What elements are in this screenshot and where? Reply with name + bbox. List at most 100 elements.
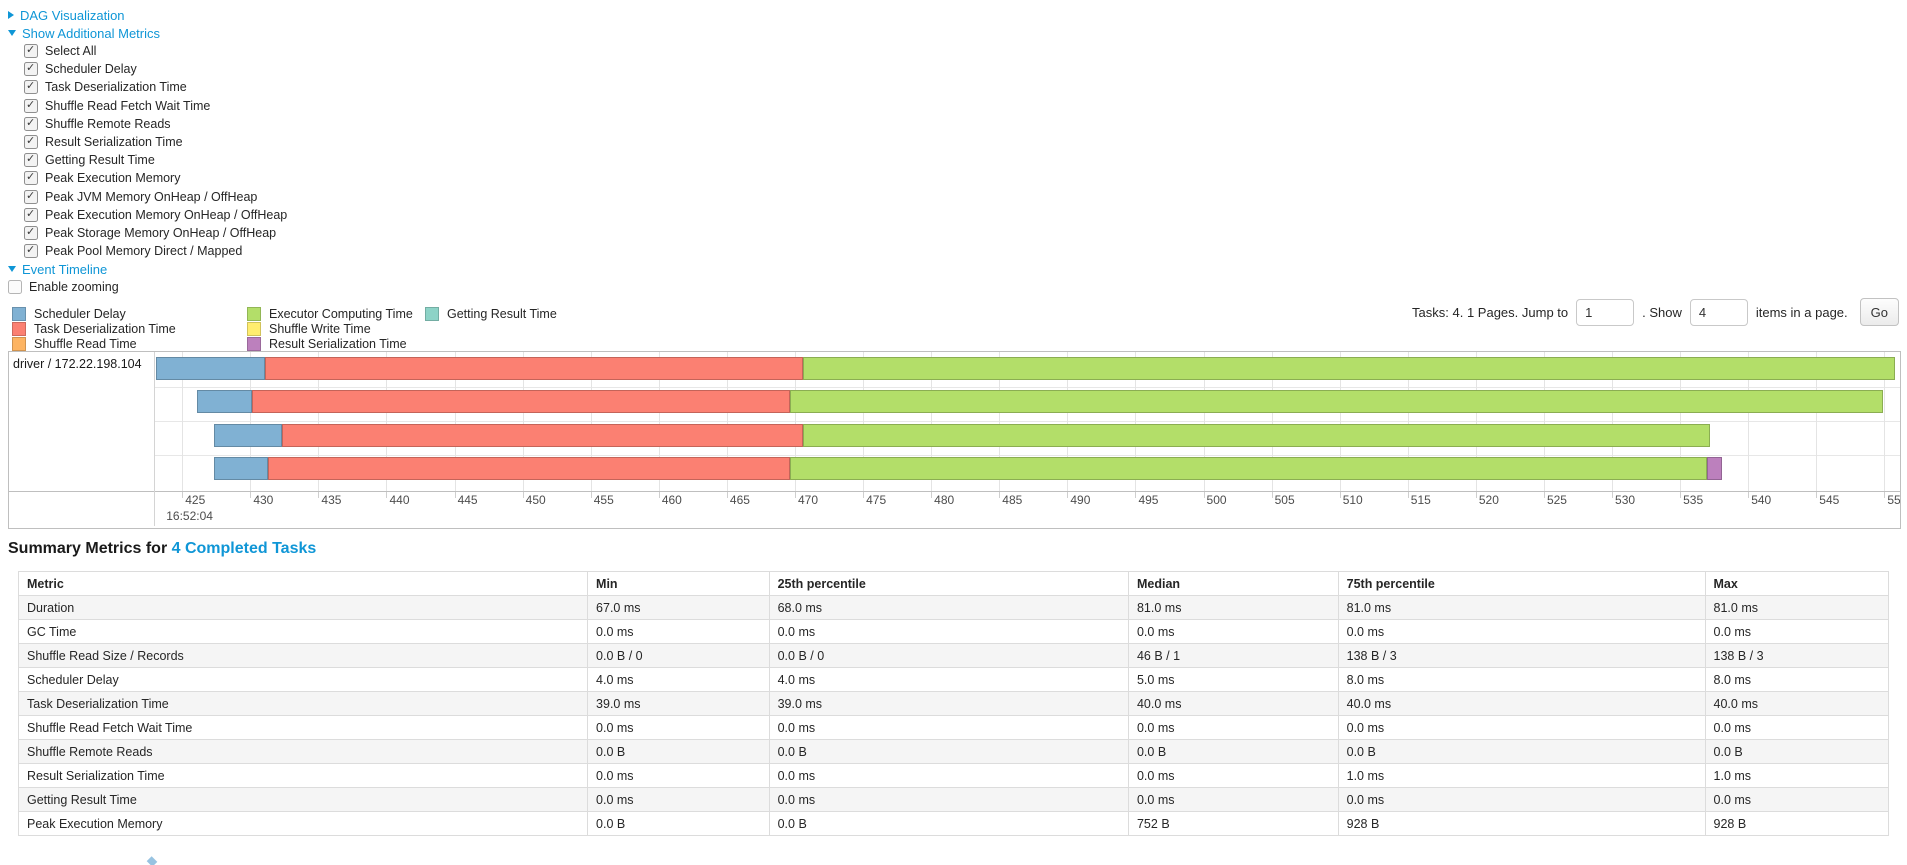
event-timeline-link[interactable]: Event Timeline (22, 261, 108, 277)
summary-metric-value: 1.0 ms (1704, 763, 1890, 788)
metric-checkbox[interactable] (24, 98, 38, 113)
timeline-tick-label: 440 (389, 493, 410, 507)
summary-column-header: 75th percentile (1337, 571, 1706, 596)
legend-swatch-icon (247, 336, 261, 351)
metric-checkbox-row[interactable]: Peak Storage Memory OnHeap / OffHeap (24, 224, 287, 242)
legend-item: Scheduler Delay (12, 306, 176, 321)
expanded-arrow-icon (8, 266, 16, 273)
metric-checkbox-row[interactable]: Shuffle Remote Reads (24, 115, 287, 133)
dag-visualization-toggle[interactable]: DAG Visualization (8, 6, 287, 24)
metric-checkbox[interactable] (24, 225, 38, 240)
metric-checkbox-row[interactable]: Scheduler Delay (24, 60, 287, 78)
event-timeline-toggle[interactable]: Event Timeline (8, 260, 287, 278)
show-additional-metrics-toggle[interactable]: Show Additional Metrics (8, 24, 287, 42)
summary-table-row: Duration 67.0 ms 68.0 ms 81.0 ms 81.0 ms 81.0… (17, 595, 1890, 620)
timeline-plot-area[interactable] (155, 352, 1900, 491)
summary-metric-value: 0.0 ms (768, 787, 1129, 812)
timeline-tick-label: 510 (1342, 493, 1363, 507)
task-segment-executor-computing[interactable] (803, 357, 1896, 380)
metric-checkbox[interactable] (24, 116, 38, 131)
metric-checkbox[interactable] (24, 79, 38, 95)
metric-checkbox-row[interactable]: Select All (24, 42, 287, 60)
summary-metric-value: 0.0 ms (1337, 619, 1706, 644)
additional-metrics-checkbox-list: Select All Scheduler Delay Task Deserializ… (8, 42, 287, 260)
task-segment-task-deserialization[interactable] (251, 390, 790, 414)
metric-checkbox[interactable] (24, 61, 38, 77)
go-button[interactable]: Go (1859, 298, 1899, 326)
timeline-tick (590, 492, 592, 498)
metric-checkbox[interactable] (24, 243, 38, 259)
enable-zooming-checkbox[interactable] (8, 280, 22, 295)
show-additional-metrics-link[interactable]: Show Additional Metrics (22, 25, 161, 41)
task-segment-result-serialization[interactable] (1707, 457, 1723, 481)
timeline-tick (1612, 492, 1614, 498)
metric-checkbox-row[interactable]: Peak JVM Memory OnHeap / OffHeap (24, 188, 287, 206)
timeline-gridline (931, 352, 933, 491)
summary-metric-value: 0.0 ms (1127, 619, 1339, 644)
timeline-tick (1748, 492, 1750, 498)
task-segment-task-deserialization[interactable] (265, 357, 804, 380)
enable-zooming-label: Enable zooming (29, 280, 119, 295)
summary-metric-value: 928 B (1337, 811, 1706, 836)
timeline-gridline (1543, 352, 1545, 491)
timeline-gridline (999, 352, 1001, 491)
timeline-tick-label: 550 (1887, 493, 1901, 507)
summary-metric-value: 0.0 ms (1704, 619, 1890, 644)
summary-metric-value: 46 B / 1 (1127, 643, 1339, 668)
timeline-tick (386, 492, 388, 498)
metric-checkbox-row[interactable]: Peak Execution Memory (24, 169, 287, 187)
metric-checkbox[interactable] (24, 170, 38, 186)
legend-column: Getting Result Time (425, 306, 557, 321)
timeline-tick (1339, 492, 1341, 498)
summary-metric-value: 0.0 B (768, 811, 1129, 836)
summary-metric-value: 928 B (1704, 811, 1890, 836)
timeline-gridline (1884, 352, 1886, 491)
task-segment-executor-computing[interactable] (789, 390, 1883, 414)
timeline-tick-label: 425 (185, 493, 206, 507)
metric-checkbox[interactable] (24, 207, 38, 222)
summary-metrics-table: Metric Min 25th percentile Median 75th perce… (17, 571, 1890, 836)
timeline-tick-label: 535 (1683, 493, 1704, 507)
timeline-tick-label: 475 (866, 493, 887, 507)
summary-metric-name: Shuffle Read Size / Records (17, 643, 589, 668)
timeline-gridline (454, 352, 456, 491)
metric-checkbox-row[interactable]: Result Serialization Time (24, 133, 287, 151)
pagination-summary-text: Tasks: 4. 1 Pages. Jump to (1412, 304, 1569, 320)
task-segment-executor-computing[interactable] (789, 457, 1708, 481)
summary-column-header: 25th percentile (768, 571, 1129, 596)
enable-zooming-checkbox-row[interactable]: Enable zooming (8, 278, 287, 296)
metric-checkbox[interactable] (24, 152, 38, 168)
metric-checkbox-row[interactable]: Peak Pool Memory Direct / Mapped (24, 242, 287, 260)
items-per-page-input[interactable] (1689, 298, 1748, 326)
metric-checkbox[interactable] (24, 134, 38, 150)
summary-metric-value: 0.0 ms (768, 763, 1129, 788)
metric-checkbox-row[interactable]: Shuffle Read Fetch Wait Time (24, 97, 287, 115)
summary-metric-name: Getting Result Time (17, 787, 589, 812)
timeline-tick-label: 465 (729, 493, 750, 507)
event-timeline-chart[interactable]: driver / 172.22.198.104 425 430 435 440 445 4… (8, 351, 1901, 529)
timeline-tick (863, 492, 865, 498)
metric-checkbox-row[interactable]: Task Deserialization Time (24, 78, 287, 96)
task-segment-task-deserialization[interactable] (281, 423, 804, 447)
metric-checkbox[interactable] (24, 189, 38, 204)
metric-checkbox-row[interactable]: Getting Result Time (24, 151, 287, 169)
timeline-tick (250, 492, 252, 498)
summary-metric-value: 39.0 ms (768, 691, 1129, 716)
timeline-tick (1135, 492, 1137, 498)
task-segment-executor-computing[interactable] (803, 423, 1711, 447)
metric-checkbox-row[interactable]: Peak Execution Memory OnHeap / OffHeap (24, 206, 287, 224)
task-segment-scheduler-delay[interactable] (156, 357, 266, 380)
task-segment-scheduler-delay[interactable] (197, 390, 252, 414)
task-segment-scheduler-delay[interactable] (213, 457, 269, 481)
completed-tasks-link[interactable]: 4 Completed Tasks (171, 540, 317, 557)
pagination-show-text: . Show (1642, 304, 1682, 320)
task-segment-scheduler-delay[interactable] (213, 423, 282, 447)
summary-metrics-title: Summary Metrics for 4 Completed Tasks (8, 540, 316, 558)
jump-to-page-input[interactable] (1576, 298, 1635, 326)
summary-column-header: Max (1704, 571, 1890, 596)
dag-visualization-link[interactable]: DAG Visualization (20, 7, 125, 23)
metric-checkbox-label: Result Serialization Time (45, 135, 183, 150)
task-segment-task-deserialization[interactable] (268, 457, 790, 481)
metric-checkbox[interactable] (24, 43, 38, 59)
timeline-tick-label: 525 (1546, 493, 1567, 507)
